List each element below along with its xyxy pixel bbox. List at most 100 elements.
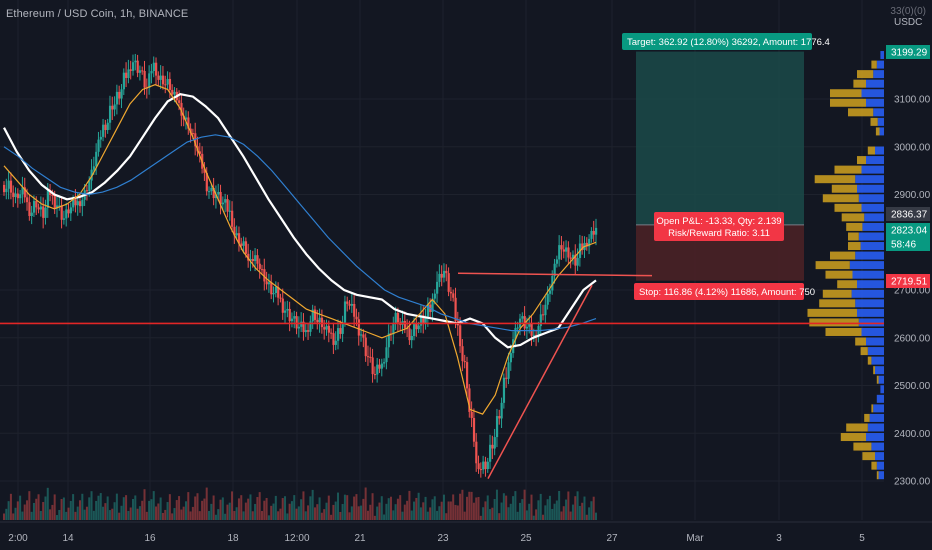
symbol-title: Ethereum / USD Coin, 1h, BINANCE: [6, 8, 189, 20]
candle-body: [143, 70, 146, 88]
volume-bar: [571, 504, 574, 520]
candle-body: [152, 62, 155, 72]
volume-profile-bar-gold: [853, 442, 872, 451]
volume-profile-bar-blue: [876, 394, 884, 403]
candle-body: [521, 316, 524, 319]
volume-bar: [60, 499, 63, 520]
volume-bar: [300, 499, 303, 520]
volume-bar: [535, 509, 538, 520]
volume-bar: [371, 493, 374, 520]
volume-bar: [138, 506, 141, 520]
candle-body: [81, 199, 84, 207]
target-label-box[interactable]: [622, 33, 812, 50]
candle-body: [595, 227, 598, 235]
volume-profile-bar-blue: [875, 146, 884, 155]
volume-profile-bar-blue: [873, 404, 884, 413]
volume-profile-bar-gold: [876, 471, 879, 480]
volume-profile-bar-gold: [825, 270, 853, 279]
volume-bar: [378, 502, 381, 520]
x-axis-tick-label: 5: [859, 533, 865, 544]
candle-body: [498, 416, 501, 419]
volume-profile-bar-gold: [857, 156, 866, 165]
volume-profile-bar-blue: [871, 356, 884, 365]
candle-body: [373, 374, 377, 376]
volume-bar: [484, 501, 487, 520]
candle-body: [244, 241, 248, 254]
candle-body: [493, 437, 496, 449]
volume-bar: [145, 511, 148, 520]
volume-bar: [309, 496, 312, 520]
volume-bar: [461, 489, 464, 520]
trendline-rising[interactable]: [487, 284, 593, 479]
volume-bar: [581, 502, 584, 520]
volume-bar: [307, 505, 310, 520]
volume-bar: [525, 510, 528, 520]
volume-bar: [360, 505, 363, 520]
candle-body: [484, 461, 487, 470]
volume-bar: [426, 511, 429, 520]
volume-bar: [588, 507, 591, 520]
target-zone[interactable]: [636, 51, 804, 225]
volume-bar: [99, 493, 102, 520]
volume-bar: [171, 513, 174, 520]
volume-bar: [357, 506, 360, 520]
candle-body: [447, 273, 450, 292]
volume-bar: [272, 503, 275, 520]
candle-body: [35, 201, 38, 208]
volume-profile-bar-blue: [876, 60, 884, 69]
trendline-horizontal[interactable]: [457, 272, 653, 277]
volume-bar: [548, 495, 551, 520]
candle-body: [537, 326, 540, 337]
candle-body: [362, 334, 365, 338]
candle-body: [311, 309, 314, 322]
candle-body: [341, 322, 344, 334]
volume-bar: [187, 492, 190, 520]
volume-profile-bar-gold: [857, 70, 874, 79]
candle-body: [97, 139, 100, 152]
volume-bar: [224, 513, 227, 520]
volume-bar: [562, 506, 565, 520]
volume-profile-bar-gold: [873, 366, 875, 375]
candle-body: [237, 233, 241, 244]
volume-profile-bar-gold: [848, 108, 874, 117]
volume-profile-bar-blue: [860, 242, 884, 251]
candle-body: [272, 293, 275, 295]
candle-body: [39, 206, 43, 210]
candle-body: [60, 205, 63, 220]
candle-body: [309, 321, 312, 332]
candle-body: [592, 230, 595, 235]
volume-bar: [558, 491, 561, 520]
candle-body: [366, 356, 370, 358]
candle-body: [454, 297, 457, 321]
candle-body: [440, 273, 443, 278]
currency-label[interactable]: 33(0)(0) USDC: [890, 6, 926, 28]
volume-bar: [489, 509, 492, 520]
candle-body: [339, 328, 342, 334]
volume-bar: [406, 500, 409, 520]
volume-bar: [595, 512, 597, 520]
candle-body: [431, 298, 434, 312]
volume-profile-bar-blue: [879, 127, 884, 136]
volume-profile-bar-gold: [860, 347, 868, 356]
volume-bar: [350, 506, 353, 520]
stop-label-box[interactable]: [634, 283, 804, 300]
candle-body: [125, 72, 128, 78]
volume-profile-bar-gold: [871, 60, 877, 69]
volume-profile-bar-blue: [862, 222, 884, 231]
volume-profile-bar-gold: [807, 308, 857, 317]
volume-bar: [237, 498, 240, 520]
volume-profile-bar-gold: [846, 222, 863, 231]
candle-body: [3, 184, 6, 193]
pnl-label-box[interactable]: [654, 212, 784, 241]
volume-bar: [265, 498, 268, 520]
candle-body: [171, 89, 174, 95]
price-axis-label-text: 2836.37: [891, 210, 928, 221]
candle-body: [355, 316, 358, 320]
volume-profile-bar-blue: [869, 413, 884, 422]
volume-bar: [3, 513, 5, 520]
candle-body: [168, 78, 172, 90]
volume-bar: [164, 509, 167, 520]
volume-profile-bar-blue: [855, 175, 884, 184]
